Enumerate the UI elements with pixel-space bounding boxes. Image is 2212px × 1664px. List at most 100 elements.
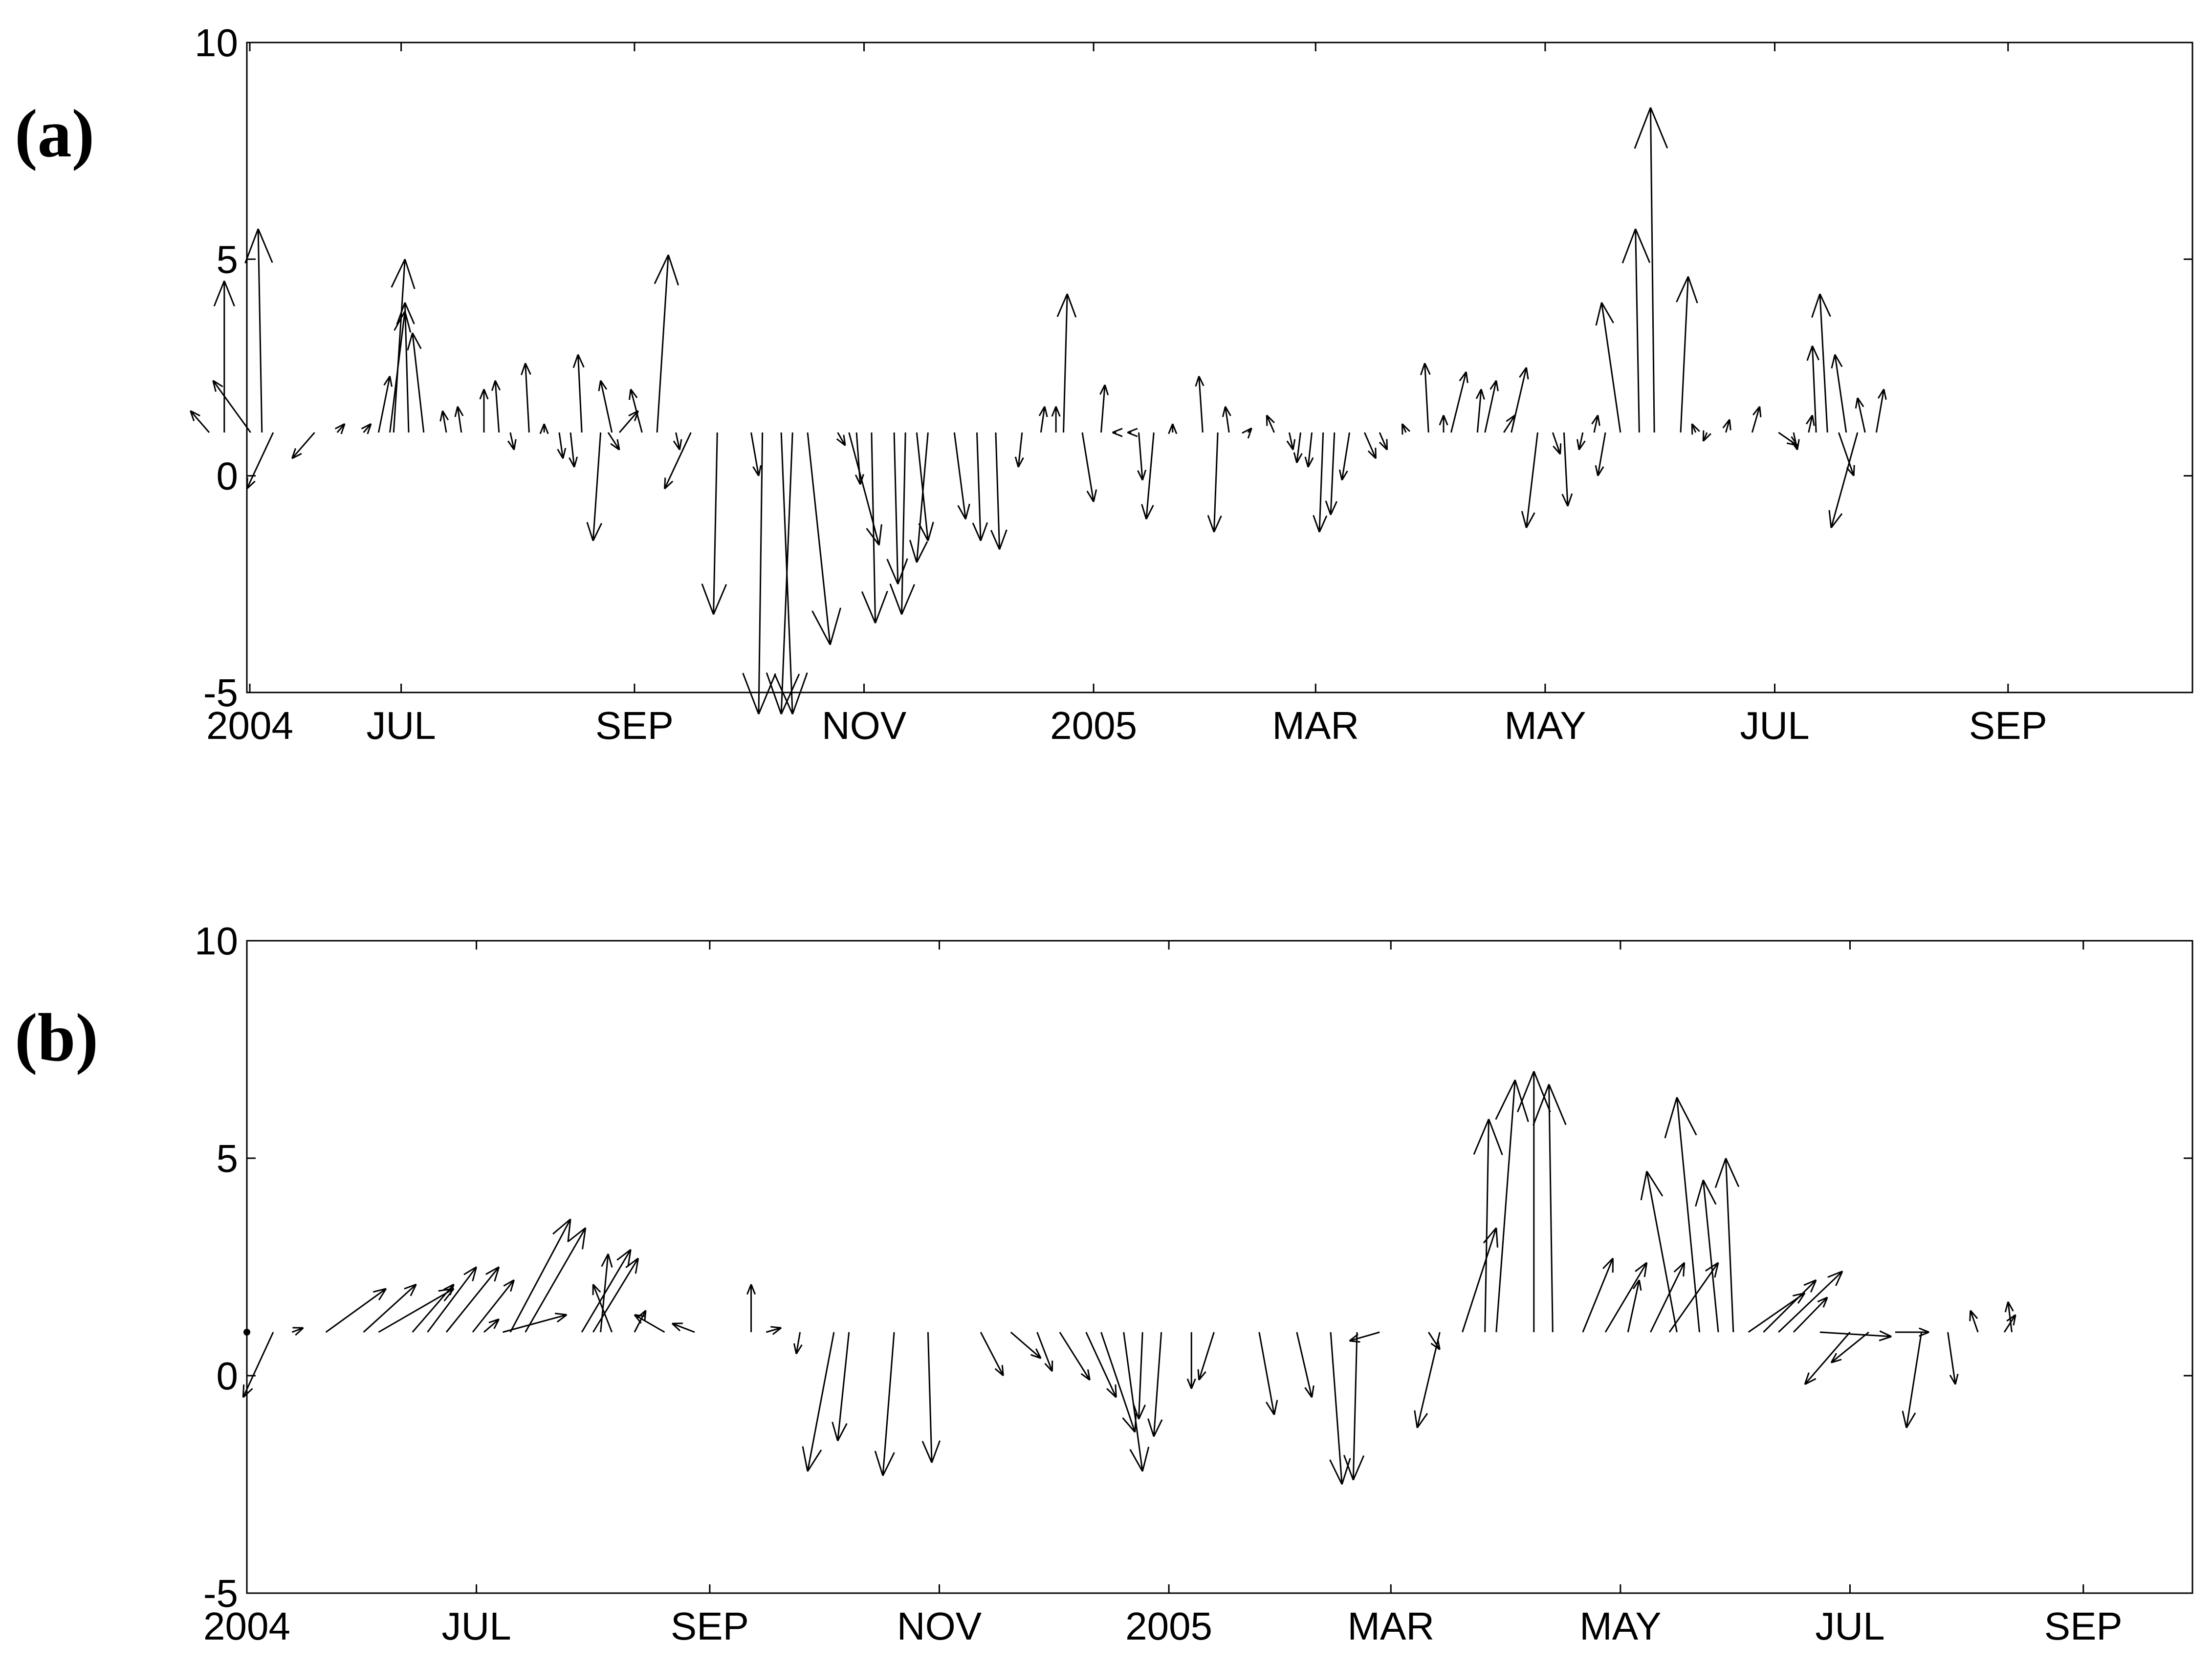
vector-arrow bbox=[742, 432, 776, 714]
vector-arrow bbox=[1475, 389, 1485, 433]
vector-arrow bbox=[213, 281, 235, 432]
vector-arrow bbox=[1552, 432, 1562, 455]
vector-arrow bbox=[1664, 1097, 1701, 1333]
vector-arrow bbox=[598, 380, 613, 433]
vector-arrow bbox=[793, 1332, 803, 1355]
vector-arrow bbox=[1329, 1332, 1351, 1485]
vector-arrow bbox=[1036, 1332, 1053, 1372]
panel-b-x-axis: 2004 JUL SEP NOV 2005 MAR MAY JUL SEP bbox=[203, 941, 2123, 1648]
vector-arrow bbox=[1401, 423, 1411, 435]
vector-arrow bbox=[1168, 423, 1178, 434]
vector-arrow bbox=[1133, 1332, 1146, 1420]
vector-arrow bbox=[802, 1332, 835, 1472]
panel-a-x-axis: 2004 JUL SEP NOV 2005 MAR MAY JUL SEP bbox=[206, 43, 2047, 747]
x-tick-label: MAY bbox=[1504, 704, 1586, 747]
vector-arrow bbox=[1634, 107, 1668, 433]
panel-a-vectors bbox=[190, 107, 1887, 714]
y-tick-label: 10 bbox=[195, 21, 238, 65]
x-tick-label: NOV bbox=[822, 704, 907, 747]
vector-arrow bbox=[1947, 1332, 1959, 1385]
vector-arrow bbox=[378, 1288, 455, 1333]
y-tick-label: 0 bbox=[217, 1354, 239, 1398]
vector-arrow bbox=[581, 1249, 632, 1333]
x-tick-label: JUL bbox=[1815, 1604, 1884, 1648]
vector-arrow bbox=[1258, 1332, 1278, 1415]
vector-arrow bbox=[1805, 414, 1815, 433]
vector-arrow bbox=[1517, 1071, 1551, 1332]
vector-arrow bbox=[569, 432, 578, 468]
vector-arrow bbox=[618, 410, 639, 433]
vector-arrow bbox=[407, 332, 425, 433]
vector-arrow bbox=[1495, 1080, 1529, 1333]
vector-arrow bbox=[1969, 1310, 1979, 1333]
vector-arrow bbox=[921, 1332, 941, 1463]
vector-arrow bbox=[1855, 397, 1866, 433]
vector-arrow bbox=[1778, 1271, 1843, 1333]
y-tick-label: 10 bbox=[195, 919, 238, 963]
vector-arrow bbox=[572, 354, 585, 433]
vector-arrow bbox=[1811, 293, 1831, 433]
panel-b: (b) -5 0 5 10 2004 JUL SEP NOV 2005 MAR MAY JUL SEP bbox=[15, 919, 2193, 1648]
y-tick-label: 5 bbox=[217, 238, 239, 281]
vector-arrow bbox=[1650, 1262, 1686, 1333]
vector-arrow bbox=[361, 423, 372, 434]
vector-arrow bbox=[980, 1332, 1004, 1377]
vector-arrow bbox=[1439, 414, 1448, 432]
vector-arrow bbox=[1902, 1332, 1923, 1428]
vector-arrow bbox=[634, 1314, 665, 1333]
vector-arrow bbox=[654, 254, 679, 433]
vector-arrow bbox=[1676, 276, 1698, 433]
vector-arrow bbox=[607, 432, 620, 451]
vector-arrow bbox=[472, 1279, 515, 1333]
vector-arrow bbox=[1222, 406, 1231, 433]
x-tick-label: 2004 bbox=[203, 1604, 290, 1648]
vector-arrow bbox=[1304, 432, 1314, 468]
x-tick-label: SEP bbox=[2044, 1604, 2123, 1648]
y-tick-label: -5 bbox=[203, 1572, 238, 1615]
vector-arrow bbox=[445, 1266, 500, 1333]
vector-arrow bbox=[190, 410, 210, 433]
vector-arrow bbox=[861, 432, 888, 624]
vector-arrow bbox=[1582, 1257, 1614, 1333]
vector-arrow bbox=[1186, 1332, 1196, 1389]
vector-arrow bbox=[427, 1266, 478, 1333]
vector-arrow bbox=[1830, 1331, 1869, 1363]
vector-arrow bbox=[1349, 1331, 1380, 1343]
vector-arrow bbox=[848, 432, 882, 546]
vector-arrow bbox=[1714, 1158, 1740, 1333]
vector-arrow bbox=[525, 1227, 587, 1333]
x-tick-label: 2005 bbox=[1050, 704, 1137, 747]
vector-arrow bbox=[507, 432, 517, 451]
vector-arrow bbox=[1338, 432, 1351, 481]
y-tick-label: -5 bbox=[203, 671, 238, 714]
x-tick-label: 2004 bbox=[206, 704, 293, 747]
vector-arrow bbox=[664, 432, 692, 490]
vector-arrow bbox=[1702, 430, 1711, 442]
vector-arrow bbox=[874, 1332, 895, 1476]
vector-arrow bbox=[246, 432, 274, 490]
vector-arrow bbox=[1051, 406, 1061, 432]
vector-arrow bbox=[1595, 302, 1621, 433]
vector-arrow bbox=[953, 432, 970, 520]
x-tick-label: MAY bbox=[1579, 1604, 1661, 1648]
y-tick-label: 0 bbox=[217, 454, 239, 498]
x-tick-label: MAR bbox=[1347, 1604, 1434, 1648]
vector-arrow bbox=[503, 1313, 568, 1333]
panel-a-y-axis: -5 0 5 10 bbox=[195, 21, 2192, 714]
vector-arrow bbox=[1462, 1227, 1498, 1333]
vector-arrow bbox=[1014, 432, 1024, 468]
x-tick-label: SEP bbox=[671, 1604, 749, 1648]
vector-arrow bbox=[2003, 1314, 2016, 1333]
vector-arrow bbox=[521, 363, 531, 433]
vector-arrow bbox=[1325, 432, 1337, 516]
vector-arrow bbox=[1828, 432, 1859, 528]
vector-arrow bbox=[1627, 1279, 1642, 1333]
vector-arrow bbox=[1819, 1330, 1892, 1341]
panel-b-label: (b) bbox=[15, 1000, 98, 1076]
vector-arrow bbox=[1751, 406, 1762, 433]
vector-arrow bbox=[1450, 371, 1468, 433]
vector-arrow bbox=[1831, 354, 1847, 433]
vector-arrow bbox=[1604, 1262, 1648, 1333]
vector-arrow bbox=[1722, 419, 1731, 433]
vector-arrow bbox=[2004, 1301, 2014, 1333]
